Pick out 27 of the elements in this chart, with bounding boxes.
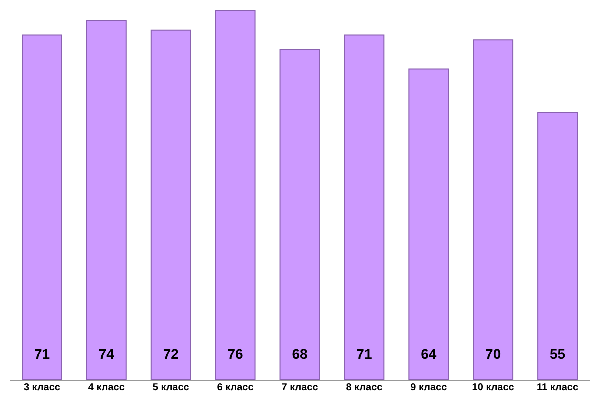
x-tick-label: 7 класс (282, 382, 319, 394)
data-label: 71 (356, 346, 372, 362)
x-tick-label: 6 класс (217, 382, 254, 394)
bar (280, 49, 320, 380)
data-label: 64 (421, 346, 437, 362)
x-tick-label: 9 класс (410, 382, 448, 394)
x-tick-label: 5 класс (152, 382, 190, 394)
bar (473, 40, 514, 380)
x-tick-label: 4 класс (88, 382, 126, 394)
data-label: 70 (486, 346, 502, 362)
data-label: 71 (34, 346, 50, 362)
bar (215, 10, 256, 380)
x-tick-label: 3 класс (24, 382, 61, 394)
x-tick-label: 8 класс (346, 382, 384, 394)
bar (22, 34, 62, 380)
bar (408, 68, 450, 380)
bar (538, 112, 578, 380)
x-tick-label: 11 класс (537, 382, 579, 394)
bar (86, 20, 127, 380)
bar (344, 34, 385, 380)
data-label: 72 (163, 346, 180, 362)
x-tick-label: 10 класс (472, 382, 515, 394)
data-label: 74 (98, 346, 115, 362)
bar (150, 30, 192, 380)
data-label: 76 (228, 346, 244, 362)
data-label: 55 (550, 346, 566, 362)
data-label: 68 (292, 346, 308, 362)
